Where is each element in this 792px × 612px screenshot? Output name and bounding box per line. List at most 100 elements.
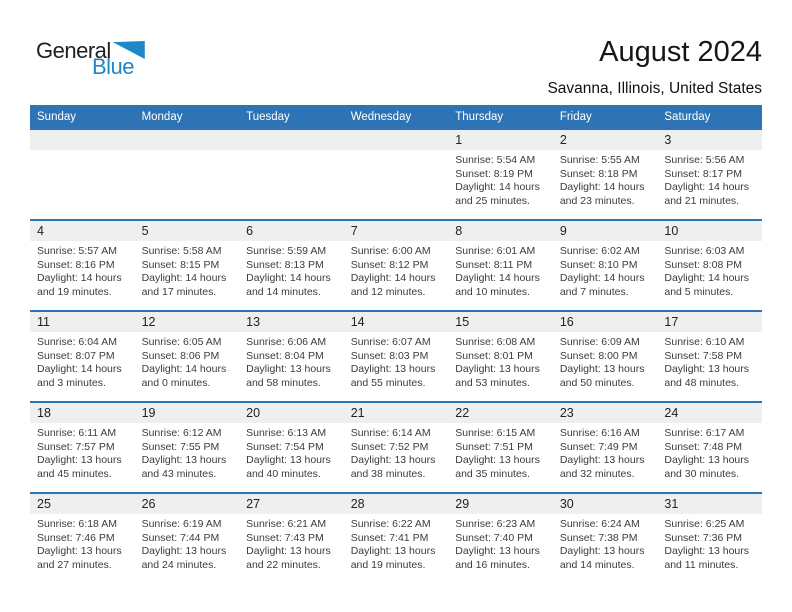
day-info: Sunrise: 6:01 AM Sunset: 8:11 PM Daylight:… xyxy=(448,241,553,310)
day-info-line-daylight_a: Daylight: 14 hours xyxy=(350,272,436,284)
day-number: 30 xyxy=(552,494,658,514)
day-info-line-sunrise: Sunrise: 6:06 AM xyxy=(246,336,327,348)
day-cell: 1 Sunrise: 5:54 AM Sunset: 8:19 PM Daylight… xyxy=(448,130,553,219)
day-info-line-daylight_b: and 19 minutes. xyxy=(37,285,112,298)
empty-day-cell xyxy=(239,130,344,219)
day-info-line-daylight_a: Daylight: 13 hours xyxy=(350,545,436,557)
day-cell: 2 Sunrise: 5:55 AM Sunset: 8:18 PM Daylight… xyxy=(552,130,658,219)
day-info-line-sunset: Sunset: 8:16 PM xyxy=(37,258,115,271)
day-info-line-daylight_b: and 16 minutes. xyxy=(455,558,530,571)
day-info-line-sunrise: Sunrise: 6:00 AM xyxy=(350,245,431,257)
day-cell: 11 Sunrise: 6:04 AM Sunset: 8:07 PM Dayligh… xyxy=(30,312,135,401)
day-info-line-daylight_b: and 0 minutes. xyxy=(141,376,211,389)
day-info-line-daylight_a: Daylight: 13 hours xyxy=(141,545,227,557)
weeks-container: 1 Sunrise: 5:54 AM Sunset: 8:19 PM Daylight… xyxy=(30,128,762,583)
day-number xyxy=(30,130,135,150)
day-cell: 14 Sunrise: 6:07 AM Sunset: 8:03 PM Dayligh… xyxy=(343,312,449,401)
day-cell: 18 Sunrise: 6:11 AM Sunset: 7:57 PM Dayligh… xyxy=(30,403,135,492)
week-row: 4 Sunrise: 5:57 AM Sunset: 8:16 PM Daylight… xyxy=(30,219,762,310)
header-titles: August 2024 Savanna, Illinois, United St… xyxy=(547,36,762,98)
day-info-line-daylight_b: and 53 minutes. xyxy=(455,376,530,389)
day-info-line-daylight_b: and 48 minutes. xyxy=(664,376,740,389)
day-number: 5 xyxy=(134,221,240,241)
day-info-line-sunrise: Sunrise: 6:16 AM xyxy=(559,427,640,439)
day-info-line-daylight_a: Daylight: 14 hours xyxy=(664,181,750,193)
day-info: Sunrise: 5:55 AM Sunset: 8:18 PM Daylight:… xyxy=(553,150,658,219)
day-number xyxy=(343,130,449,150)
day-info-line-daylight_b: and 23 minutes. xyxy=(559,194,635,207)
day-info-line-daylight_a: Daylight: 14 hours xyxy=(455,272,540,284)
day-info-line-daylight_a: Daylight: 13 hours xyxy=(350,363,436,375)
day-info-line-sunrise: Sunrise: 5:57 AM xyxy=(37,245,117,257)
day-info-line-sunset: Sunset: 7:52 PM xyxy=(350,440,429,453)
day-info-line-daylight_b: and 21 minutes. xyxy=(664,194,740,207)
day-info xyxy=(30,150,135,219)
day-number xyxy=(239,130,344,150)
day-number xyxy=(134,130,240,150)
calendar-grid: Sunday Monday Tuesday Wednesday Thursday… xyxy=(30,105,762,583)
day-number: 24 xyxy=(657,403,762,423)
day-info-line-sunrise: Sunrise: 6:17 AM xyxy=(664,427,745,439)
day-info: Sunrise: 6:07 AM Sunset: 8:03 PM Daylight:… xyxy=(344,332,449,401)
day-info-line-sunrise: Sunrise: 6:11 AM xyxy=(37,427,117,439)
day-cell: 8 Sunrise: 6:01 AM Sunset: 8:11 PM Daylight… xyxy=(448,221,553,310)
day-info-line-daylight_a: Daylight: 13 hours xyxy=(350,454,436,466)
day-info-line-sunset: Sunset: 8:03 PM xyxy=(350,349,429,362)
day-info-line-sunrise: Sunrise: 5:55 AM xyxy=(559,154,640,166)
day-info: Sunrise: 6:25 AM Sunset: 7:36 PM Daylight:… xyxy=(657,514,762,583)
weekday-label-wednesday: Wednesday xyxy=(350,110,412,123)
day-info xyxy=(239,150,344,219)
day-info-line-daylight_a: Daylight: 13 hours xyxy=(246,545,331,557)
logo-text-blue: Blue xyxy=(92,54,135,79)
day-info-line-daylight_b: and 7 minutes. xyxy=(559,285,629,298)
day-info-line-daylight_a: Daylight: 14 hours xyxy=(246,272,331,284)
logo-text-general: General xyxy=(36,38,111,63)
day-info-line-sunrise: Sunrise: 6:24 AM xyxy=(559,518,640,530)
day-cell: 27 Sunrise: 6:21 AM Sunset: 7:43 PM Dayligh… xyxy=(239,494,344,583)
day-info: Sunrise: 6:13 AM Sunset: 7:54 PM Daylight:… xyxy=(239,423,344,492)
day-info-line-sunrise: Sunrise: 5:58 AM xyxy=(141,245,222,257)
day-number: 22 xyxy=(448,403,553,423)
day-info: Sunrise: 6:14 AM Sunset: 7:52 PM Daylight:… xyxy=(344,423,449,492)
day-info-line-sunset: Sunset: 8:17 PM xyxy=(664,167,743,180)
day-info: Sunrise: 6:17 AM Sunset: 7:48 PM Daylight:… xyxy=(657,423,762,492)
day-info-line-daylight_b: and 14 minutes. xyxy=(559,558,635,571)
day-info: Sunrise: 5:59 AM Sunset: 8:13 PM Daylight:… xyxy=(239,241,344,310)
day-cell: 13 Sunrise: 6:06 AM Sunset: 8:04 PM Dayligh… xyxy=(239,312,344,401)
weekday-label-tuesday: Tuesday xyxy=(246,110,290,123)
day-info-line-daylight_b: and 32 minutes. xyxy=(559,467,635,480)
day-info-line-sunset: Sunset: 7:58 PM xyxy=(664,349,743,362)
day-info-line-daylight_b: and 12 minutes. xyxy=(350,285,426,298)
day-info-line-sunset: Sunset: 8:19 PM xyxy=(455,167,533,180)
day-info-line-daylight_a: Daylight: 14 hours xyxy=(37,272,122,284)
day-info: Sunrise: 6:02 AM Sunset: 8:10 PM Daylight:… xyxy=(553,241,658,310)
day-info-line-sunset: Sunset: 8:11 PM xyxy=(455,258,533,271)
day-number: 10 xyxy=(657,221,762,241)
day-cell: 3 Sunrise: 5:56 AM Sunset: 8:17 PM Daylight… xyxy=(657,130,762,219)
day-info: Sunrise: 6:19 AM Sunset: 7:44 PM Daylight:… xyxy=(135,514,240,583)
day-number: 29 xyxy=(448,494,553,514)
day-info-line-sunset: Sunset: 8:06 PM xyxy=(141,349,220,362)
day-cell: 28 Sunrise: 6:22 AM Sunset: 7:41 PM Dayligh… xyxy=(343,494,449,583)
day-info-line-daylight_a: Daylight: 13 hours xyxy=(559,454,645,466)
day-info-line-daylight_b: and 14 minutes. xyxy=(246,285,321,298)
weekday-label-sunday: Sunday xyxy=(37,110,77,123)
day-info-line-sunrise: Sunrise: 6:08 AM xyxy=(455,336,536,348)
day-cell: 12 Sunrise: 6:05 AM Sunset: 8:06 PM Dayligh… xyxy=(134,312,240,401)
day-number: 21 xyxy=(343,403,449,423)
day-info: Sunrise: 6:11 AM Sunset: 7:57 PM Daylight:… xyxy=(30,423,135,492)
empty-day-cell xyxy=(134,130,240,219)
day-info-line-daylight_a: Daylight: 14 hours xyxy=(37,363,122,375)
day-cell: 9 Sunrise: 6:02 AM Sunset: 8:10 PM Daylight… xyxy=(552,221,658,310)
day-info-line-sunrise: Sunrise: 6:25 AM xyxy=(664,518,745,530)
day-number: 4 xyxy=(30,221,135,241)
day-cell: 15 Sunrise: 6:08 AM Sunset: 8:01 PM Dayligh… xyxy=(448,312,553,401)
day-info xyxy=(344,150,449,219)
day-cell: 7 Sunrise: 6:00 AM Sunset: 8:12 PM Daylight… xyxy=(343,221,449,310)
day-info-line-daylight_b: and 40 minutes. xyxy=(246,467,321,480)
day-info-line-daylight_a: Daylight: 13 hours xyxy=(246,454,331,466)
day-info-line-daylight_b: and 38 minutes. xyxy=(350,467,426,480)
day-number: 6 xyxy=(239,221,344,241)
day-info-line-sunset: Sunset: 7:57 PM xyxy=(37,440,115,453)
day-info: Sunrise: 6:15 AM Sunset: 7:51 PM Daylight:… xyxy=(448,423,553,492)
